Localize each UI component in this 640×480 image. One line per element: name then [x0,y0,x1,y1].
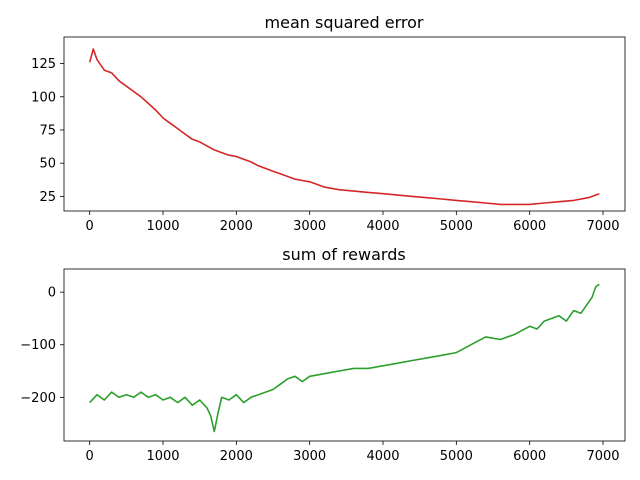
rewards-x-tick-label: 0 [86,449,94,464]
rewards-chart-title: sum of rewards [282,245,405,264]
mse-x-tick-label: 4000 [366,219,399,234]
rewards-axes: sum of rewards 0 1000 2000 3000 4000 5000 6000… [20,245,626,464]
mse-x-tick-label: 3000 [293,219,326,234]
rewards-y-tick-label: 0 [48,286,56,301]
mse-y-tick-label: 50 [39,157,56,172]
mse-axes: mean squared error 0 1000 2000 3000 4000 5000… [31,13,626,234]
mse-series-line [88,48,600,206]
mse-y-tick-label: 75 [39,123,56,138]
mse-chart-title: mean squared error [265,13,424,32]
rewards-x-tick-label: 3000 [293,449,326,464]
mse-x-tick-label: 6000 [513,219,546,234]
mse-y-tick-label: 25 [39,190,56,205]
rewards-x-tick-label: 1000 [146,449,179,464]
mse-axes-frame [63,36,626,212]
rewards-x-tick-label: 6000 [513,449,546,464]
mse-x-tick-label: 0 [86,219,94,234]
mse-x-tick-label: 2000 [220,219,253,234]
mse-x-tick-label: 5000 [440,219,473,234]
rewards-x-tick-label: 7000 [586,449,619,464]
rewards-axes-frame [63,268,626,442]
mse-y-tick-label: 125 [31,57,56,72]
rewards-x-tick-label: 4000 [366,449,399,464]
rewards-y-tick-label: −100 [20,338,56,353]
mse-x-tick-label: 7000 [586,219,619,234]
rewards-x-tick-label: 5000 [440,449,473,464]
mse-x-tick-label: 1000 [146,219,179,234]
rewards-x-tick-label: 2000 [220,449,253,464]
rewards-y-tick-label: −200 [20,391,56,406]
rewards-series-line [89,283,600,433]
mse-y-tick-label: 100 [31,90,56,105]
